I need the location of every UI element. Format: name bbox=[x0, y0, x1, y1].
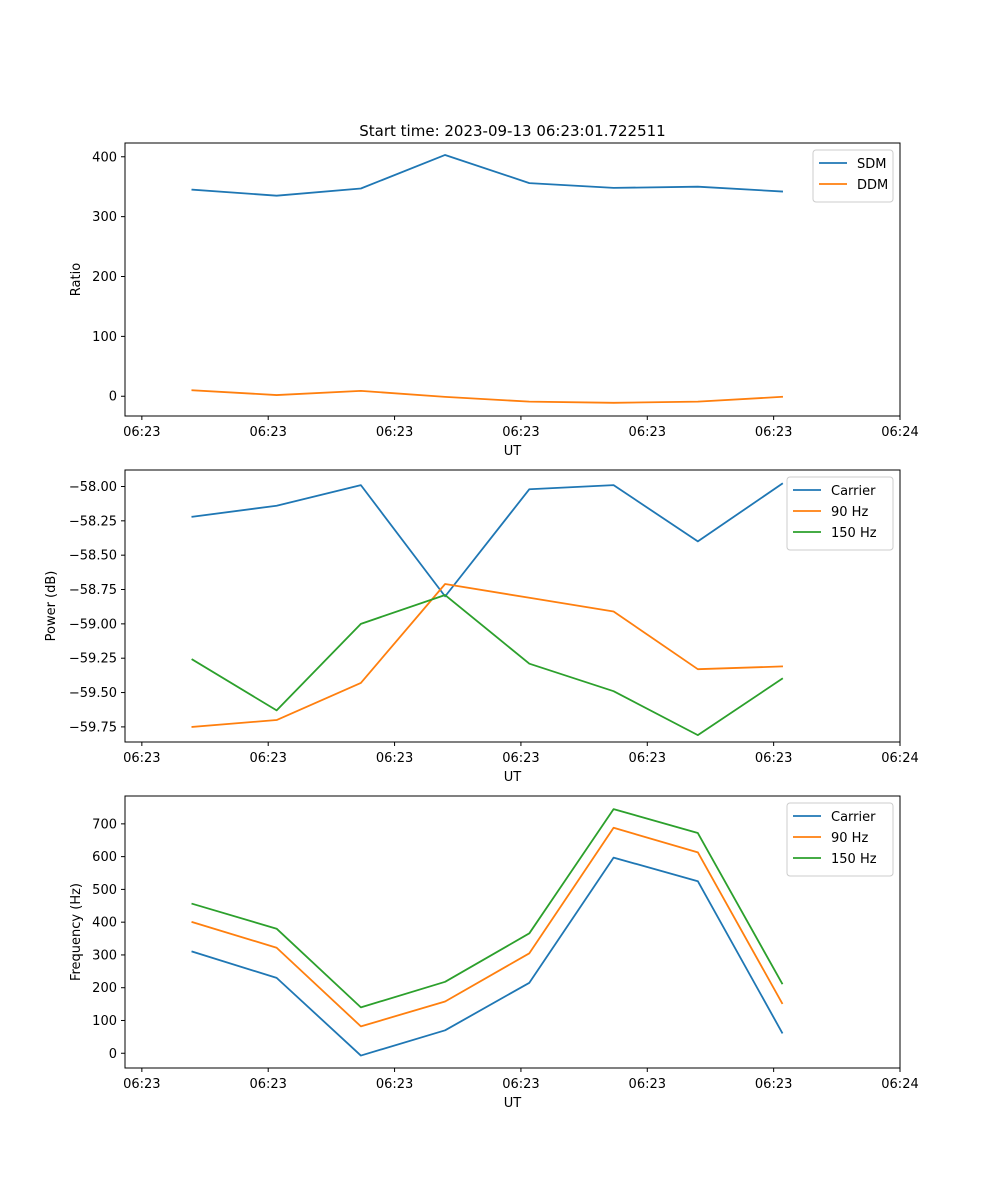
y-tick-label: 300 bbox=[92, 210, 117, 225]
x-tick-label: 06:23 bbox=[502, 1077, 539, 1092]
legend: SDM DDM bbox=[812, 149, 894, 203]
axes-frame bbox=[124, 469, 901, 743]
x-tick-label: 06:23 bbox=[123, 751, 160, 766]
y-tick-label: −58.25 bbox=[69, 514, 117, 529]
legend-label: 90 Hz bbox=[831, 831, 868, 846]
x-tick-label: 06:23 bbox=[755, 425, 792, 440]
chart-title: Start time: 2023-09-13 06:23:01.722511 bbox=[359, 122, 665, 140]
chart-panel-3: 06:23 06:23 06:23 06:23 06:23 06:23 06:24 0 100 2… bbox=[69, 795, 919, 1111]
series-line-carrier bbox=[191, 856, 784, 1057]
y-tick-label: −59.75 bbox=[69, 720, 117, 735]
x-tick-label: 06:23 bbox=[376, 1077, 413, 1092]
y-axis-label: Power (dB) bbox=[44, 571, 59, 642]
x-tick-label: 06:23 bbox=[249, 751, 286, 766]
legend: Carrier 90 Hz 150 Hz bbox=[786, 802, 894, 877]
x-tick-label: 06:23 bbox=[629, 751, 666, 766]
x-tick-label: 06:23 bbox=[376, 425, 413, 440]
series-line-90-hz bbox=[191, 826, 784, 1028]
legend-label: Carrier bbox=[831, 484, 876, 499]
x-tick-label: 06:23 bbox=[629, 1077, 666, 1092]
y-tick-label: 200 bbox=[92, 270, 117, 285]
x-tick-label: 06:24 bbox=[881, 425, 918, 440]
x-tick-label: 06:23 bbox=[755, 751, 792, 766]
chart-panel-1: 06:23 06:23 06:23 06:23 06:23 06:23 06:24 0 100 2… bbox=[69, 122, 919, 459]
y-tick-label: −58.00 bbox=[69, 480, 117, 495]
legend-label: Carrier bbox=[831, 810, 876, 825]
series-line-150-hz bbox=[191, 808, 784, 1009]
x-tick-label: 06:24 bbox=[881, 751, 918, 766]
y-tick-label: 100 bbox=[92, 1014, 117, 1029]
y-tick-label: −58.75 bbox=[69, 583, 117, 598]
y-axis-label: Frequency (Hz) bbox=[69, 883, 84, 981]
y-tick-label: 0 bbox=[109, 390, 117, 405]
legend-label: DDM bbox=[857, 178, 888, 193]
x-tick-label: 06:23 bbox=[755, 1077, 792, 1092]
x-tick-label: 06:24 bbox=[881, 1077, 918, 1092]
series-line-150-hz bbox=[191, 594, 784, 737]
y-tick-label: −59.25 bbox=[69, 652, 117, 667]
axes-frame bbox=[124, 142, 901, 417]
y-tick-label: −58.50 bbox=[69, 549, 117, 564]
x-tick-label: 06:23 bbox=[123, 425, 160, 440]
y-tick-label: 100 bbox=[92, 330, 117, 345]
legend: Carrier 90 Hz 150 Hz bbox=[786, 476, 894, 551]
y-tick-label: 700 bbox=[92, 817, 117, 832]
x-tick-label: 06:23 bbox=[249, 425, 286, 440]
y-tick-label: 400 bbox=[92, 916, 117, 931]
x-axis-label: UT bbox=[504, 770, 522, 785]
series-line-carrier bbox=[191, 482, 784, 598]
legend-label: 90 Hz bbox=[831, 505, 868, 520]
x-axis-label: UT bbox=[504, 1096, 522, 1111]
legend-label: SDM bbox=[857, 157, 886, 172]
x-tick-label: 06:23 bbox=[376, 751, 413, 766]
x-tick-label: 06:23 bbox=[123, 1077, 160, 1092]
x-tick-label: 06:23 bbox=[502, 751, 539, 766]
y-tick-label: 400 bbox=[92, 150, 117, 165]
y-axis-label: Ratio bbox=[69, 263, 84, 296]
y-tick-label: 300 bbox=[92, 948, 117, 963]
y-tick-label: −59.00 bbox=[69, 617, 117, 632]
y-tick-label: −59.50 bbox=[69, 686, 117, 701]
series-line-sdm bbox=[191, 154, 784, 197]
chart-panel-2: 06:23 06:23 06:23 06:23 06:23 06:23 06:24 −58.0… bbox=[44, 469, 919, 785]
series-line-ddm bbox=[191, 389, 784, 404]
x-axis-label: UT bbox=[504, 444, 522, 459]
legend-label: 150 Hz bbox=[831, 852, 877, 867]
series-line-90-hz bbox=[191, 583, 783, 728]
x-tick-label: 06:23 bbox=[249, 1077, 286, 1092]
axes-container: 06:23 06:23 06:23 06:23 06:23 06:23 06:24 0 100 2… bbox=[44, 122, 919, 1111]
axes-frame bbox=[124, 795, 901, 1069]
legend-label: 150 Hz bbox=[831, 526, 877, 541]
y-tick-label: 0 bbox=[109, 1047, 117, 1062]
x-tick-label: 06:23 bbox=[502, 425, 539, 440]
y-tick-label: 500 bbox=[92, 883, 117, 898]
y-tick-label: 600 bbox=[92, 850, 117, 865]
y-tick-label: 200 bbox=[92, 981, 117, 996]
x-tick-label: 06:23 bbox=[629, 425, 666, 440]
